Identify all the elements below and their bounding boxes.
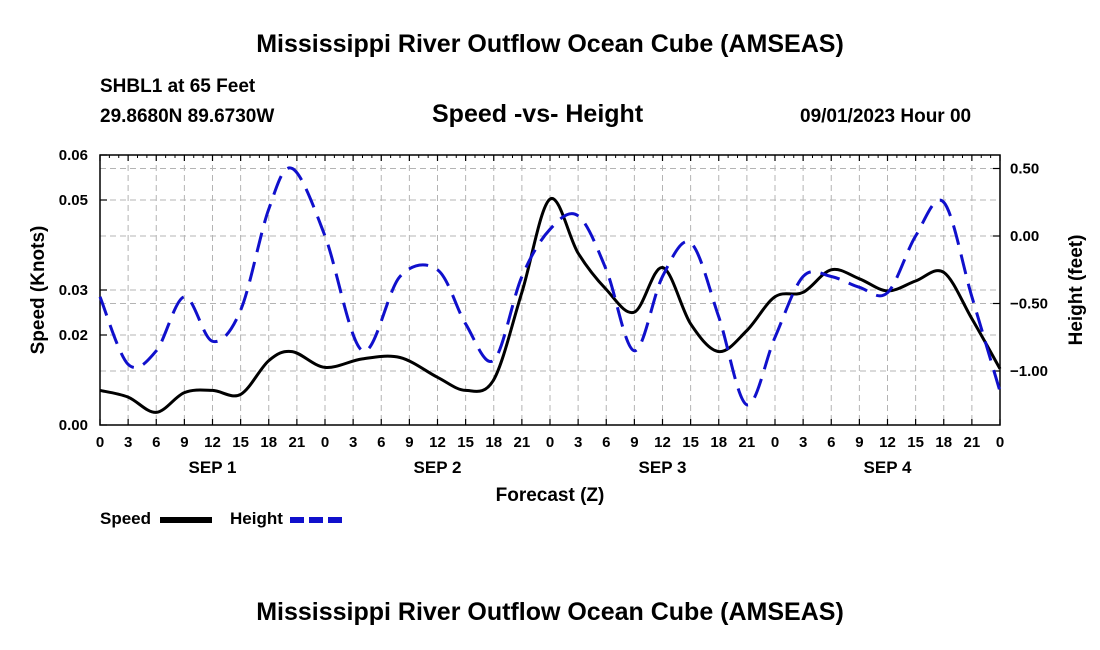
x-tick-label: 9 bbox=[180, 434, 188, 451]
station-label: SHBL1 at 65 Feet bbox=[100, 76, 256, 97]
footer-title: Mississippi River Outflow Ocean Cube (AM… bbox=[256, 598, 844, 626]
chart-title: Mississippi River Outflow Ocean Cube (AM… bbox=[256, 30, 844, 58]
x-tick-label: 12 bbox=[879, 434, 896, 451]
y2-tick-label: 0.50 bbox=[1010, 161, 1039, 178]
day-label: SEP 2 bbox=[414, 458, 462, 477]
x-tick-label: 15 bbox=[232, 434, 249, 451]
x-tick-label: 12 bbox=[204, 434, 221, 451]
y2-tick-label: −0.50 bbox=[1010, 296, 1048, 313]
coordinates-label: 29.8680N 89.6730W bbox=[100, 106, 275, 127]
legend-speed-label: Speed bbox=[100, 509, 152, 528]
y2-tick-label: −1.00 bbox=[1010, 363, 1048, 380]
x-tick-label: 21 bbox=[514, 434, 531, 451]
day-label: SEP 3 bbox=[639, 458, 687, 477]
x-tick-label: 18 bbox=[260, 434, 277, 451]
x-tick-label: 0 bbox=[546, 434, 554, 451]
y2-tick-label: 0.00 bbox=[1010, 228, 1039, 245]
height-series-line bbox=[98, 166, 1002, 407]
x-tick-label: 12 bbox=[654, 434, 671, 451]
x-tick-label: 21 bbox=[739, 434, 756, 451]
x-tick-label: 18 bbox=[485, 434, 502, 451]
x-tick-label: 6 bbox=[152, 434, 160, 451]
day-label: SEP 4 bbox=[864, 458, 912, 477]
x-axis-title: Forecast (Z) bbox=[496, 485, 605, 506]
x-tick-label: 18 bbox=[935, 434, 952, 451]
x-tick-label: 6 bbox=[602, 434, 610, 451]
x-tick-label: 18 bbox=[710, 434, 727, 451]
forecast-datetime: 09/01/2023 Hour 00 bbox=[800, 106, 972, 127]
speed-series-line bbox=[99, 197, 1002, 414]
x-tick-label: 9 bbox=[405, 434, 413, 451]
x-tick-label: 0 bbox=[996, 434, 1004, 451]
x-tick-label: 9 bbox=[855, 434, 863, 451]
x-tick-label: 15 bbox=[457, 434, 474, 451]
x-tick-label: 3 bbox=[574, 434, 582, 451]
y-tick-label: 0.00 bbox=[59, 417, 88, 434]
x-tick-label: 21 bbox=[964, 434, 981, 451]
x-tick-label: 3 bbox=[349, 434, 357, 451]
y2-axis-title: Height (feet) bbox=[1066, 235, 1087, 346]
y-axis-title: Speed (Knots) bbox=[28, 226, 49, 355]
x-tick-label: 6 bbox=[377, 434, 385, 451]
x-tick-label: 15 bbox=[907, 434, 924, 451]
y-tick-label: 0.03 bbox=[59, 282, 88, 299]
x-tick-label: 3 bbox=[124, 434, 132, 451]
x-tick-label: 9 bbox=[630, 434, 638, 451]
legend-height-label: Height bbox=[230, 509, 283, 528]
height-data-point bbox=[690, 242, 692, 244]
x-tick-label: 0 bbox=[771, 434, 779, 451]
x-tick-label: 15 bbox=[682, 434, 699, 451]
y-tick-label: 0.02 bbox=[59, 327, 88, 344]
x-tick-label: 21 bbox=[289, 434, 306, 451]
y-tick-label: 0.05 bbox=[59, 192, 88, 209]
x-tick-label: 3 bbox=[799, 434, 807, 451]
x-tick-label: 0 bbox=[321, 434, 329, 451]
x-tick-label: 6 bbox=[827, 434, 835, 451]
chart-subtitle: Speed -vs- Height bbox=[432, 100, 644, 128]
y-tick-label: 0.06 bbox=[59, 147, 88, 164]
day-label: SEP 1 bbox=[189, 458, 237, 477]
x-tick-label: 0 bbox=[96, 434, 104, 451]
x-tick-label: 12 bbox=[429, 434, 446, 451]
height-data-point bbox=[362, 350, 364, 352]
